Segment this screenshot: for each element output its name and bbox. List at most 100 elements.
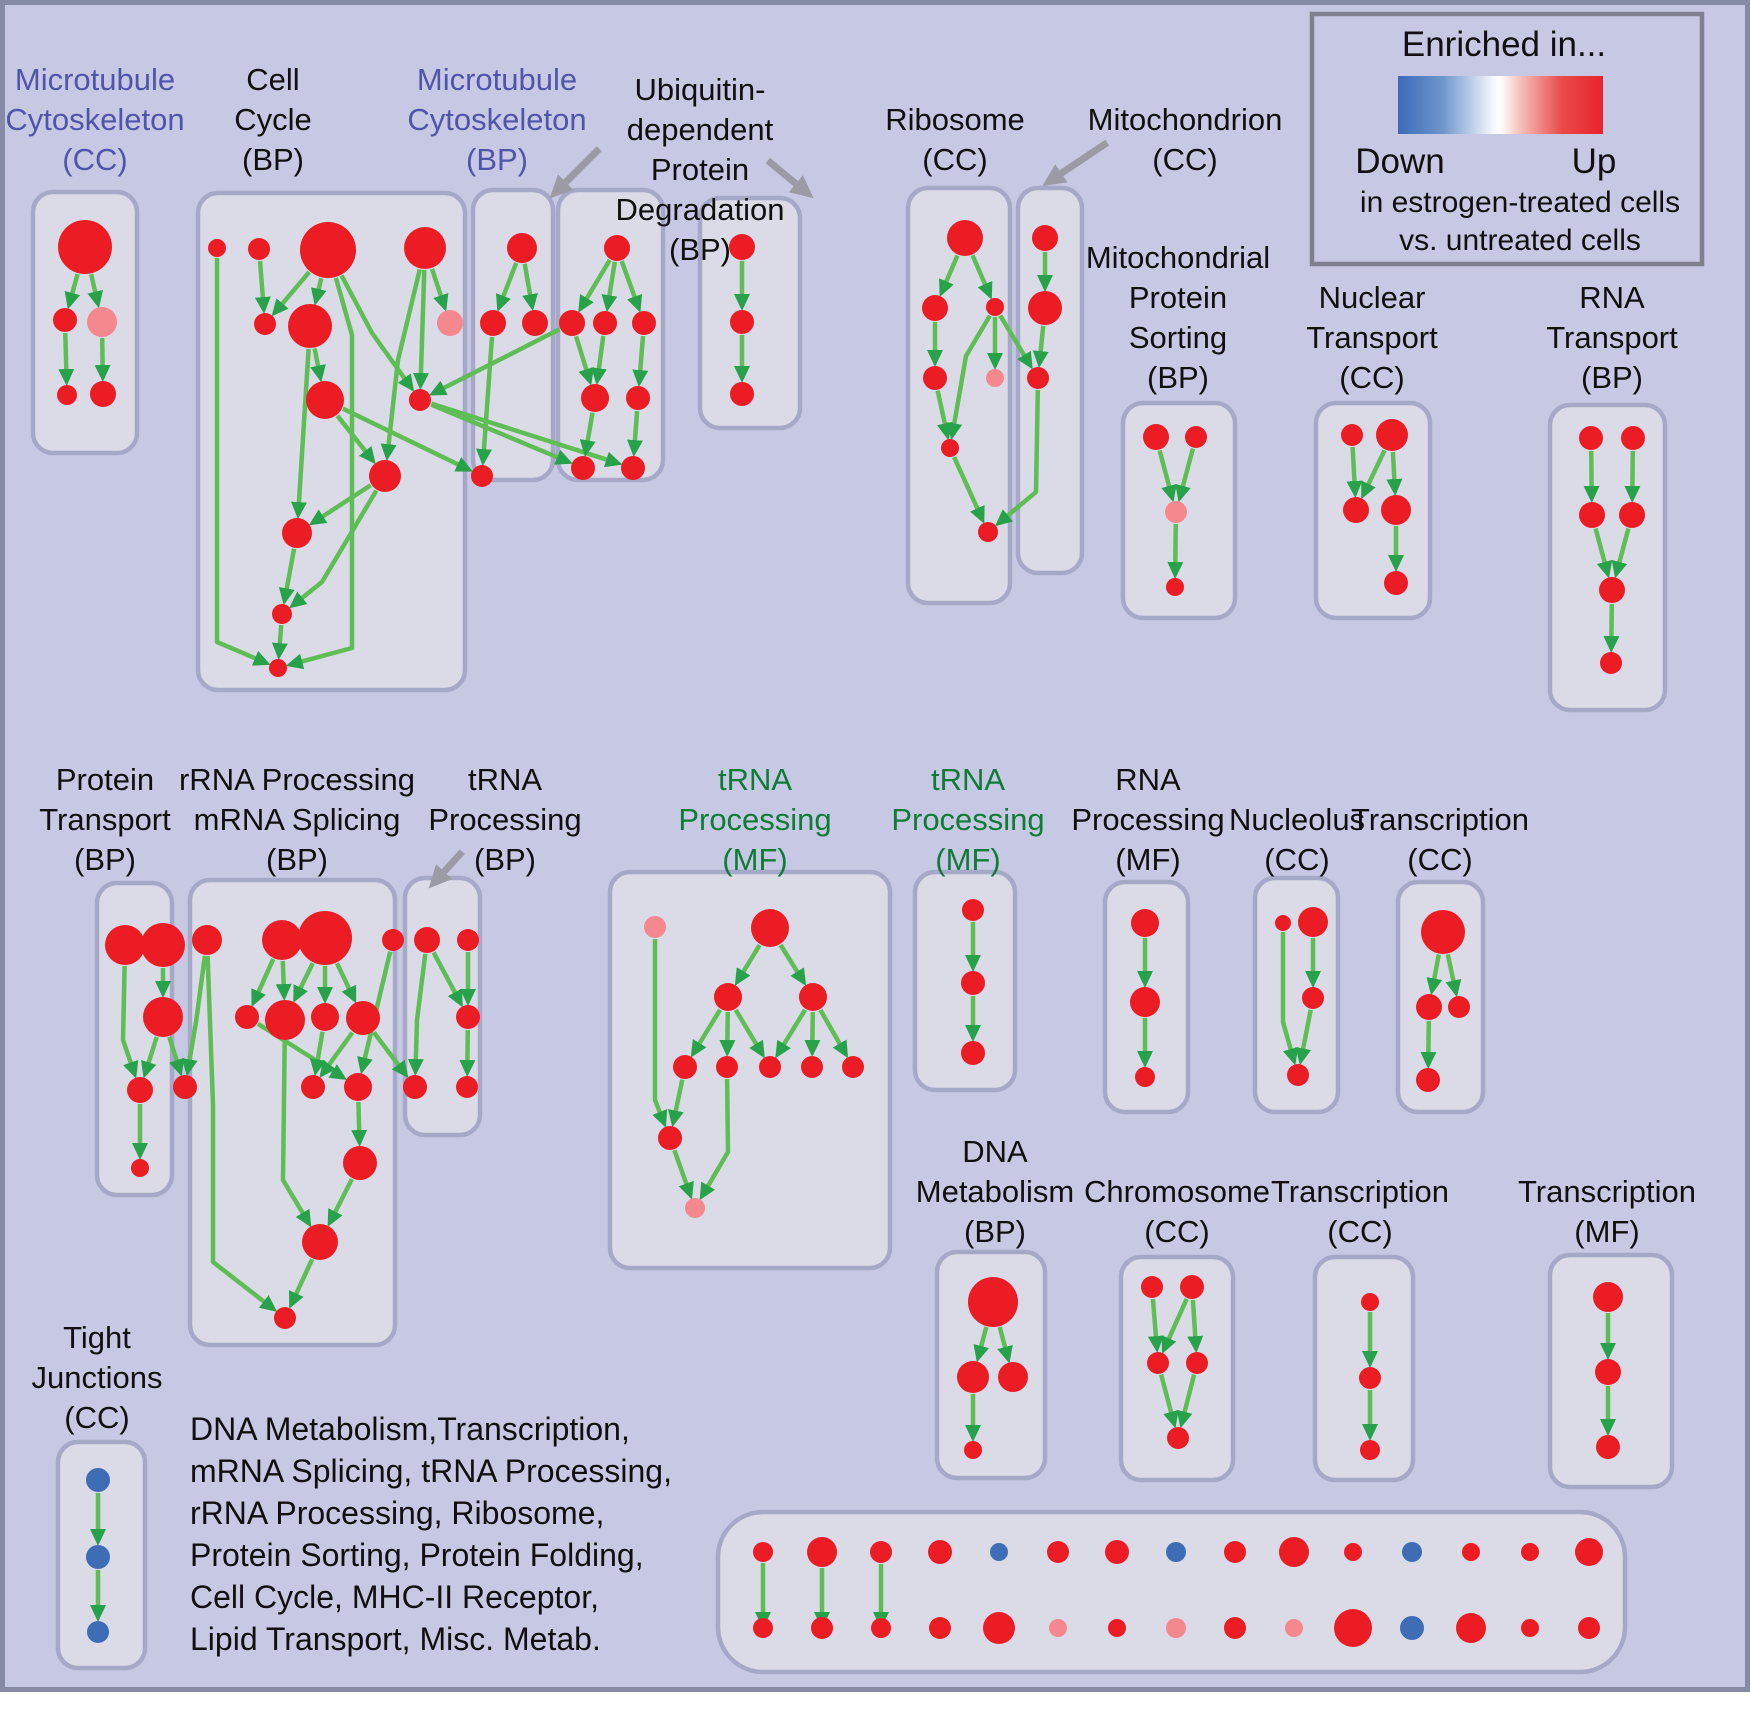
edge-dnam.t-dnam.ml: [973, 1326, 989, 1363]
label-nucleolus-cc: Nucleolus: [1229, 802, 1365, 837]
node-mito-t: [1032, 225, 1058, 251]
edge-rrna.m3-rrna.l1: [309, 1031, 326, 1077]
label-protein-transport-bp: Protein: [56, 762, 154, 797]
node-misc-col12-bottom: [1400, 1616, 1424, 1640]
edge-rnat.m2-rnat.c: [1611, 527, 1631, 579]
label-trna-processing-mf-2: Processing: [891, 802, 1044, 837]
label-microtubule-cytoskeleton-cc: Cytoskeleton: [5, 102, 184, 137]
node-tmfs-b: [961, 971, 985, 995]
edge-ubia.t-ubia.m2: [601, 261, 618, 313]
node-rrna-v: [302, 1224, 338, 1260]
label-microtubule-cytoskeleton-bp: Cytoskeleton: [407, 102, 586, 137]
label-rna-transport-bp: (BP): [1581, 360, 1643, 395]
node-tj-c: [87, 1621, 109, 1643]
label-trna-processing-mf-1: tRNA: [718, 762, 792, 797]
node-tmfb-b3: [759, 1056, 781, 1078]
edge-rnat.m1-rnat.c: [1593, 527, 1613, 579]
node-dnam-b: [964, 1441, 982, 1459]
misc-categories-text: Protein Sorting, Protein Folding,: [190, 1537, 644, 1573]
node-rrna-m3: [311, 1003, 339, 1031]
edge-mtbp.t-mtbp.l: [495, 262, 519, 312]
label-rrna-processing-mrna-splicing-bp: (BP): [266, 842, 328, 877]
edge-ribo.l3-ribo.n: [935, 390, 953, 441]
edge-cc.A-cc.M: [214, 258, 271, 666]
edge-cc.L-cc.M: [271, 624, 288, 661]
node-tmf-a: [1593, 1282, 1623, 1312]
cluster-box-nucl: [1252, 875, 1341, 1115]
node-rnat-b: [1600, 652, 1622, 674]
node-nuct-mr: [1381, 495, 1411, 525]
node-ubib-b: [730, 382, 754, 406]
label-nuclear-transport-cc: (CC): [1339, 360, 1404, 395]
node-pt-t1: [105, 925, 145, 965]
edge-ribo.n-ribo.b: [952, 456, 985, 524]
node-ribo-t: [947, 220, 983, 256]
node-ribo-r: [986, 298, 1004, 316]
edge-trnabp.tl-trnabp.mid: [431, 951, 463, 1008]
node-trnabp-lb: [403, 1075, 427, 1099]
label-rna-processing-mf: Processing: [1071, 802, 1224, 837]
label-transcription-cc-mid: (CC): [1407, 842, 1472, 877]
node-rnat-t1: [1579, 426, 1603, 450]
node-misc-col8-top: [1166, 1542, 1186, 1562]
edge-pt.m-rrna.x0: [167, 1036, 185, 1077]
edge-ribo.t-ribo.l: [939, 254, 960, 298]
node-nucl-m: [1302, 987, 1324, 1009]
label-mitochondrial-protein-sorting-bp: Mitochondrial: [1086, 240, 1270, 275]
node-mito-x: [1027, 367, 1049, 389]
node-tmfb-b5: [842, 1056, 864, 1078]
edge-cc.C-cc.M: [285, 277, 355, 670]
node-misc-col3-bottom: [871, 1618, 891, 1638]
node-misc-col4-top: [928, 1540, 952, 1564]
edge-cc.J-cc.K: [308, 483, 372, 526]
label-ribosome-cc: Ribosome: [885, 102, 1025, 137]
annotation-arrow: [1042, 139, 1110, 187]
edge-tmfb.mb-tmfb.b5: [818, 1008, 849, 1059]
node-rpmf-b: [1130, 987, 1160, 1017]
misc-categories-text: mRNA Splicing, tRNA Processing,: [190, 1453, 672, 1489]
node-tmfb-bt: [751, 909, 789, 947]
node-tmf-b: [1595, 1359, 1621, 1385]
node-tmfs-c: [961, 1041, 985, 1065]
node-pt-b: [131, 1159, 149, 1177]
node-ubia-n2: [626, 386, 650, 410]
edge-nuct.tr-nuct.ml: [1361, 449, 1387, 500]
label-ubiquitin-dependent-protein-degradation-bp: dependent: [627, 112, 774, 147]
node-nuct-tr: [1376, 419, 1408, 451]
node-tcb-b: [1359, 1367, 1381, 1389]
node-tj-b: [86, 1545, 110, 1569]
label-trna-processing-bp: tRNA: [468, 762, 542, 797]
edge-trnabp.tl-trnabp.lb: [407, 953, 428, 1076]
edge-rrna.t4-rrna.l2: [357, 951, 393, 1075]
label-dna-metabolism-bp: DNA: [962, 1134, 1028, 1169]
label-microtubule-cytoskeleton-bp: (BP): [466, 142, 528, 177]
misc-categories-text: rRNA Processing, Ribosome,: [190, 1495, 604, 1531]
node-msort-b: [1166, 578, 1184, 596]
cluster-box-mito: [1015, 185, 1085, 576]
node-misc-col4-bottom: [929, 1617, 951, 1639]
node-mtcc-l: [53, 308, 77, 332]
node-rrna-x0: [173, 1075, 197, 1099]
node-msort-l: [1143, 424, 1169, 450]
edge-tmfb.b1-tmfb.lo: [667, 1079, 685, 1128]
node-ubib-t: [729, 234, 755, 260]
edge-rrna.m2-rrna.v: [280, 1040, 312, 1228]
misc-categories-text: Lipid Transport, Misc. Metab.: [190, 1621, 601, 1657]
edge-nucl.s-nucl.b: [1280, 932, 1299, 1066]
node-tcb-a: [1361, 1293, 1379, 1311]
misc-categories-text: Cell Cycle, MHC-II Receptor,: [190, 1579, 599, 1615]
edge-mito.x-ribo.b: [994, 389, 1041, 527]
node-cc-B: [248, 238, 270, 260]
label-mitochondrion-cc: (CC): [1152, 142, 1217, 177]
legend-subtitle: vs. untreated cells: [1399, 224, 1641, 257]
node-trnabp-br: [456, 1076, 478, 1098]
edge-ubia.m3-ubia.n2: [632, 335, 649, 388]
cluster-box-nuct: [1313, 400, 1433, 621]
node-misc-col2-top: [807, 1537, 837, 1567]
node-misc-col11-bottom: [1334, 1609, 1372, 1647]
node-misc-col12-top: [1402, 1542, 1422, 1562]
node-mtbp-r: [522, 310, 548, 336]
node-ribo-p: [986, 369, 1004, 387]
node-cc-L: [272, 604, 292, 624]
node-cc-G: [437, 310, 463, 336]
